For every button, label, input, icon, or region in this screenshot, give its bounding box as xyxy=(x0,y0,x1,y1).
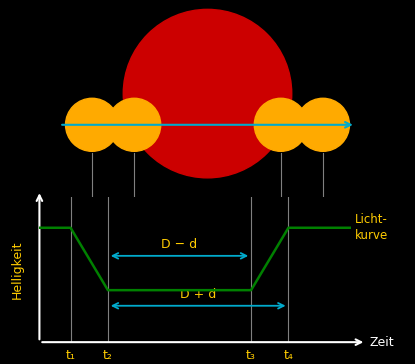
Text: Zeit: Zeit xyxy=(369,336,394,349)
Text: t₃: t₃ xyxy=(246,349,256,363)
Circle shape xyxy=(254,98,308,151)
Text: D + d: D + d xyxy=(180,288,216,301)
Text: t₂: t₂ xyxy=(103,349,113,363)
Circle shape xyxy=(66,98,119,151)
Text: Helligkeit: Helligkeit xyxy=(11,240,24,298)
Text: D − d: D − d xyxy=(161,238,198,251)
Text: t₄: t₄ xyxy=(283,349,293,363)
Text: t₁: t₁ xyxy=(66,349,76,363)
Circle shape xyxy=(296,98,349,151)
Circle shape xyxy=(107,98,161,151)
Text: Licht-
kurve: Licht- kurve xyxy=(355,213,388,242)
Circle shape xyxy=(123,9,292,178)
